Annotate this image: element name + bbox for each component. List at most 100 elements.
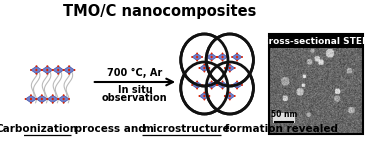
Circle shape (36, 65, 37, 67)
Polygon shape (53, 66, 64, 74)
Circle shape (224, 95, 226, 97)
Circle shape (211, 59, 212, 61)
Circle shape (206, 34, 253, 86)
Circle shape (41, 102, 43, 104)
Text: 50 nm: 50 nm (271, 110, 297, 119)
Circle shape (222, 59, 223, 61)
Text: Cross-sectional STEM: Cross-sectional STEM (262, 36, 370, 45)
Circle shape (236, 81, 238, 83)
Circle shape (203, 67, 206, 69)
Polygon shape (58, 95, 69, 103)
Circle shape (52, 69, 54, 71)
Polygon shape (217, 54, 228, 60)
Circle shape (234, 67, 236, 69)
Circle shape (63, 69, 65, 71)
Circle shape (196, 53, 198, 55)
Polygon shape (225, 64, 235, 72)
Bar (269, 34, 363, 134)
Circle shape (57, 69, 59, 71)
Circle shape (208, 67, 210, 69)
Circle shape (63, 69, 65, 71)
Circle shape (236, 59, 238, 61)
Polygon shape (199, 64, 209, 72)
Circle shape (62, 98, 65, 100)
Circle shape (181, 34, 228, 86)
Polygon shape (42, 66, 53, 74)
Circle shape (203, 95, 206, 97)
Circle shape (203, 99, 205, 101)
Circle shape (229, 91, 231, 93)
Circle shape (52, 94, 54, 96)
Circle shape (30, 69, 32, 71)
Circle shape (63, 102, 65, 104)
Circle shape (41, 69, 43, 71)
Circle shape (41, 94, 43, 96)
Circle shape (68, 65, 70, 67)
Polygon shape (192, 54, 202, 60)
Circle shape (217, 84, 218, 86)
Circle shape (222, 81, 223, 83)
Circle shape (201, 56, 203, 58)
Circle shape (57, 65, 59, 67)
Circle shape (234, 95, 236, 97)
Polygon shape (192, 82, 202, 88)
Circle shape (36, 73, 37, 75)
Circle shape (231, 84, 233, 86)
Circle shape (57, 73, 59, 75)
Text: observation: observation (102, 93, 168, 103)
Circle shape (236, 53, 238, 55)
Circle shape (74, 69, 76, 71)
Polygon shape (225, 92, 235, 100)
Circle shape (206, 84, 208, 86)
Polygon shape (207, 82, 217, 88)
Text: microstructure: microstructure (142, 124, 229, 134)
FancyBboxPatch shape (273, 113, 295, 123)
Circle shape (224, 67, 226, 69)
Circle shape (46, 65, 48, 67)
Circle shape (25, 98, 26, 100)
Circle shape (229, 99, 231, 101)
Circle shape (227, 56, 228, 58)
Circle shape (191, 56, 193, 58)
Text: In situ: In situ (118, 85, 152, 95)
Circle shape (206, 56, 208, 58)
Circle shape (35, 69, 37, 71)
Circle shape (216, 84, 217, 86)
Circle shape (222, 56, 224, 58)
Bar (269, 34, 363, 48)
Circle shape (203, 70, 205, 73)
Circle shape (46, 98, 48, 100)
Circle shape (68, 69, 70, 71)
Polygon shape (199, 92, 209, 100)
Circle shape (201, 84, 203, 86)
Circle shape (36, 98, 37, 100)
Polygon shape (217, 82, 228, 88)
Circle shape (198, 95, 200, 97)
Circle shape (236, 87, 238, 89)
Circle shape (46, 73, 48, 75)
Circle shape (68, 73, 70, 75)
Circle shape (241, 56, 243, 58)
Circle shape (203, 63, 205, 65)
Polygon shape (232, 82, 242, 88)
Polygon shape (25, 95, 36, 103)
Circle shape (63, 94, 65, 96)
Polygon shape (207, 54, 217, 60)
Circle shape (222, 84, 224, 86)
Circle shape (222, 87, 223, 89)
Polygon shape (47, 95, 58, 103)
Circle shape (191, 84, 193, 86)
Text: Carbonization: Carbonization (0, 124, 78, 134)
Circle shape (231, 56, 233, 58)
Circle shape (208, 95, 210, 97)
Circle shape (196, 84, 198, 86)
Circle shape (52, 102, 54, 104)
Circle shape (203, 91, 205, 93)
Circle shape (30, 102, 32, 104)
Circle shape (236, 84, 238, 86)
Circle shape (52, 69, 54, 71)
Circle shape (57, 98, 59, 100)
Circle shape (30, 94, 32, 96)
Circle shape (46, 98, 48, 100)
Text: TMO/C nanocomposites: TMO/C nanocomposites (63, 4, 257, 19)
